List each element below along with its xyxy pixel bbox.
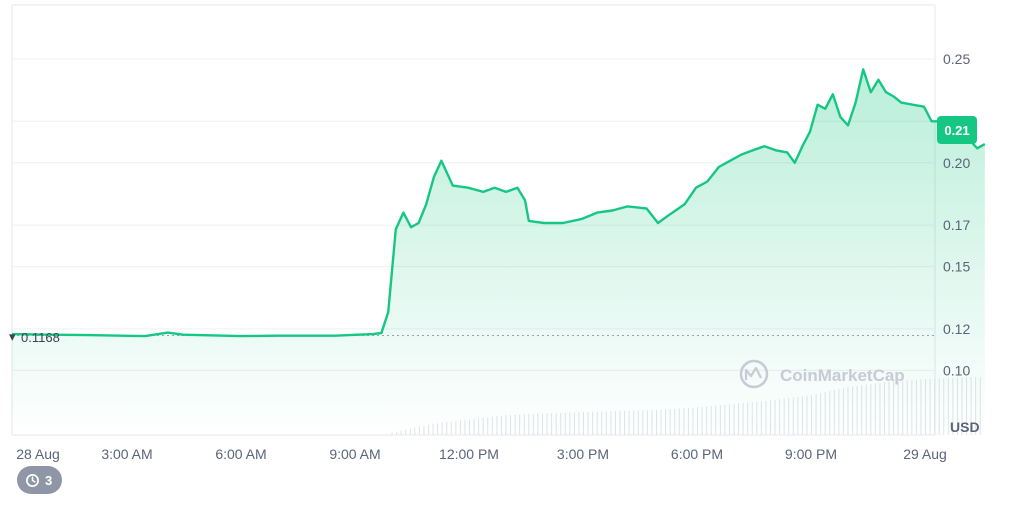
- y-tick-label: 0.10: [943, 362, 970, 378]
- price-area-fill: [12, 69, 985, 436]
- x-tick-label: 3:00 AM: [101, 446, 152, 462]
- baseline-arrow-icon: ▾: [9, 329, 16, 344]
- x-tick-label: 9:00 PM: [785, 446, 837, 462]
- current-price-label: 0.21: [944, 123, 969, 138]
- x-tick-label: 12:00 PM: [439, 446, 499, 462]
- history-count: 3: [45, 472, 53, 488]
- history-button[interactable]: 3: [17, 466, 63, 494]
- x-tick-label: 6:00 AM: [215, 446, 266, 462]
- x-tick-label: 6:00 PM: [671, 446, 723, 462]
- unit-label: USD: [950, 419, 980, 435]
- x-tick-label: 3:00 PM: [557, 446, 609, 462]
- x-tick-label: 28 Aug: [16, 446, 60, 462]
- price-line: [11, 68, 986, 338]
- y-tick-label: 0.15: [943, 259, 970, 275]
- coinmarketcap-logo-icon: [739, 359, 769, 389]
- x-tick-label: 9:00 AM: [329, 446, 380, 462]
- baseline-label: 0.1168: [21, 330, 60, 345]
- watermark-text: CoinMarketCap: [780, 366, 905, 385]
- y-tick-label: 0.17: [943, 217, 970, 233]
- watermark: CoinMarketCap: [739, 359, 905, 389]
- x-axis-ticks: 28 Aug 3:00 AM 6:00 AM 9:00 AM 12:00 PM 3:00 …: [16, 446, 947, 462]
- y-tick-label: 0.12: [943, 321, 970, 337]
- history-icon: [25, 473, 40, 488]
- y-tick-label: 0.25: [943, 51, 970, 67]
- current-price-badge: 0.21: [937, 116, 977, 144]
- x-tick-label: 29 Aug: [903, 446, 947, 462]
- y-tick-label: 0.20: [943, 155, 970, 171]
